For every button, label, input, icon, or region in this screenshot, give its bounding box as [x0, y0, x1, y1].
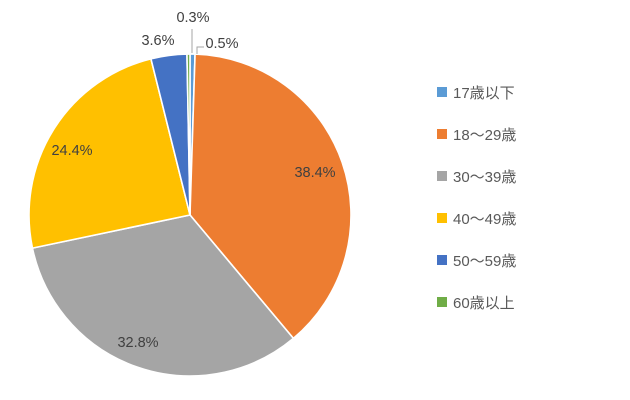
legend-swatch-icon [437, 255, 447, 265]
legend-swatch-icon [437, 297, 447, 307]
legend-item-18-29sai: 18～29歳 [437, 113, 516, 155]
pie-slice-2 [31, 214, 295, 377]
legend: 17歳以下 18～29歳 30～39歳 40～49歳 50～59歳 60歳以上 [437, 71, 516, 323]
leader-lines [191, 29, 204, 54]
data-label-0: 0.5% [205, 36, 238, 52]
data-label-3: 24.4% [51, 143, 92, 159]
data-label-4: 3.6% [141, 33, 174, 49]
legend-label: 60歳以上 [453, 294, 515, 312]
pie-slice-1 [189, 53, 352, 340]
legend-item-50-59sai: 50～59歳 [437, 239, 516, 281]
legend-label: 17歳以下 [453, 84, 515, 102]
data-label-1: 38.4% [294, 165, 335, 181]
slice-labels: 0.5% 38.4% 32.8% 24.4% 3.6%0.3% [51, 10, 335, 351]
legend-item-40-49sai: 40～49歳 [437, 197, 516, 239]
legend-swatch-icon [437, 129, 447, 139]
legend-item-30-39sai: 30～39歳 [437, 155, 516, 197]
data-label-2: 32.8% [117, 335, 158, 351]
legend-label: 30～39歳 [453, 168, 517, 186]
legend-label: 50～59歳 [453, 252, 517, 270]
legend-item-17sai-ika: 17歳以下 [437, 71, 516, 113]
legend-swatch-icon [437, 213, 447, 223]
legend-swatch-icon [437, 171, 447, 181]
legend-label: 40～49歳 [453, 210, 517, 228]
legend-swatch-icon [437, 87, 447, 97]
leader-line-1 [196, 46, 204, 54]
pie-slices [28, 53, 352, 377]
legend-item-60sai-ijo: 60歳以上 [437, 281, 516, 323]
data-label-5: 0.3% [176, 10, 209, 26]
pie-slice-5 [186, 53, 191, 216]
legend-label: 18～29歳 [453, 126, 517, 144]
pie-slice-3 [28, 58, 191, 249]
